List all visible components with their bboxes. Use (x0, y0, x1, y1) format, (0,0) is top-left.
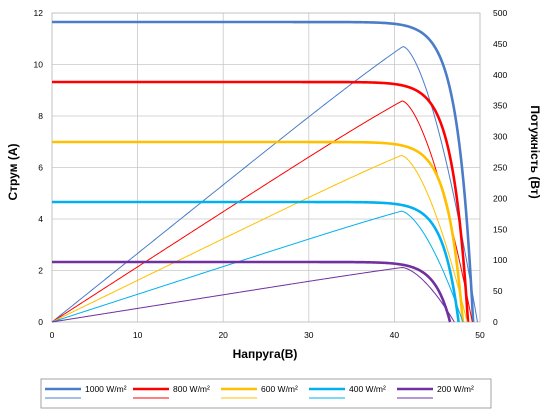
legend-item-3: 400 W/m² (309, 384, 386, 399)
y-tick-label: 10 (34, 60, 44, 70)
iv-curve-2 (52, 140, 465, 323)
y2-tick-label: 450 (493, 39, 507, 49)
y2-tick-label: 150 (493, 224, 507, 234)
y2-tick-label: 350 (493, 101, 507, 111)
y-tick-label: 0 (38, 317, 43, 327)
pv-curve-0 (51, 46, 478, 323)
y2-tick-label: 250 (493, 163, 507, 173)
plot-frame (51, 12, 481, 323)
legend-label: 800 W/m² (173, 384, 210, 394)
iv-curve-4 (52, 260, 452, 323)
y2-tick-label: 100 (493, 255, 507, 265)
legend: 1000 W/m² 800 W/m² 600 W/m² 400 W/m² 200 W/m… (40, 378, 492, 409)
x-axis-title: Напруга(В) (233, 347, 298, 361)
pv-curve-4 (51, 266, 455, 323)
legend-label: 400 W/m² (349, 384, 386, 394)
legend-item-0: 1000 W/m² (45, 384, 127, 399)
legend-label: 1000 W/m² (85, 384, 127, 394)
y2-axis-title: Потужність (Вт) (528, 105, 542, 198)
legend-label: 600 W/m² (261, 384, 298, 394)
y-tick-label: 4 (38, 214, 43, 224)
x-tick-label: 40 (390, 330, 400, 340)
legend-box (40, 378, 492, 409)
x-tick-label: 20 (218, 330, 228, 340)
x-tick-label: 0 (50, 330, 55, 340)
pv-curve-1 (51, 100, 473, 323)
pv-curve-2 (51, 155, 468, 323)
y-tick-label: 12 (34, 8, 44, 18)
y-tick-label: 6 (38, 163, 43, 173)
x-tick-label: 30 (304, 330, 314, 340)
y2-tick-label: 400 (493, 70, 507, 80)
y2-tick-label: 500 (493, 8, 507, 18)
y2-tick-label: 200 (493, 193, 507, 203)
y-tick-label: 8 (38, 111, 43, 121)
iv-curve-0 (52, 20, 475, 323)
legend-item-1: 800 W/m² (133, 384, 210, 399)
y2-tick-label: 300 (493, 132, 507, 142)
y-axis-title: Струм (А) (6, 143, 20, 200)
curves (51, 20, 478, 323)
grid (51, 12, 481, 323)
x-tick-label: 10 (133, 330, 143, 340)
legend-item-2: 600 W/m² (221, 384, 298, 399)
tick-labels: 0 10 20 30 40 5002468101205010015020025030035… (34, 8, 508, 340)
y-tick-label: 2 (38, 266, 43, 276)
legend-label: 200 W/m² (437, 384, 474, 394)
iv-curve-3 (51, 200, 460, 323)
pv-curve-3 (51, 210, 464, 323)
legend-item-4: 200 W/m² (397, 384, 474, 399)
y2-tick-label: 0 (493, 317, 498, 327)
y2-tick-label: 50 (493, 286, 503, 296)
iv-curve-1 (52, 80, 470, 323)
x-tick-label: 50 (475, 330, 485, 340)
